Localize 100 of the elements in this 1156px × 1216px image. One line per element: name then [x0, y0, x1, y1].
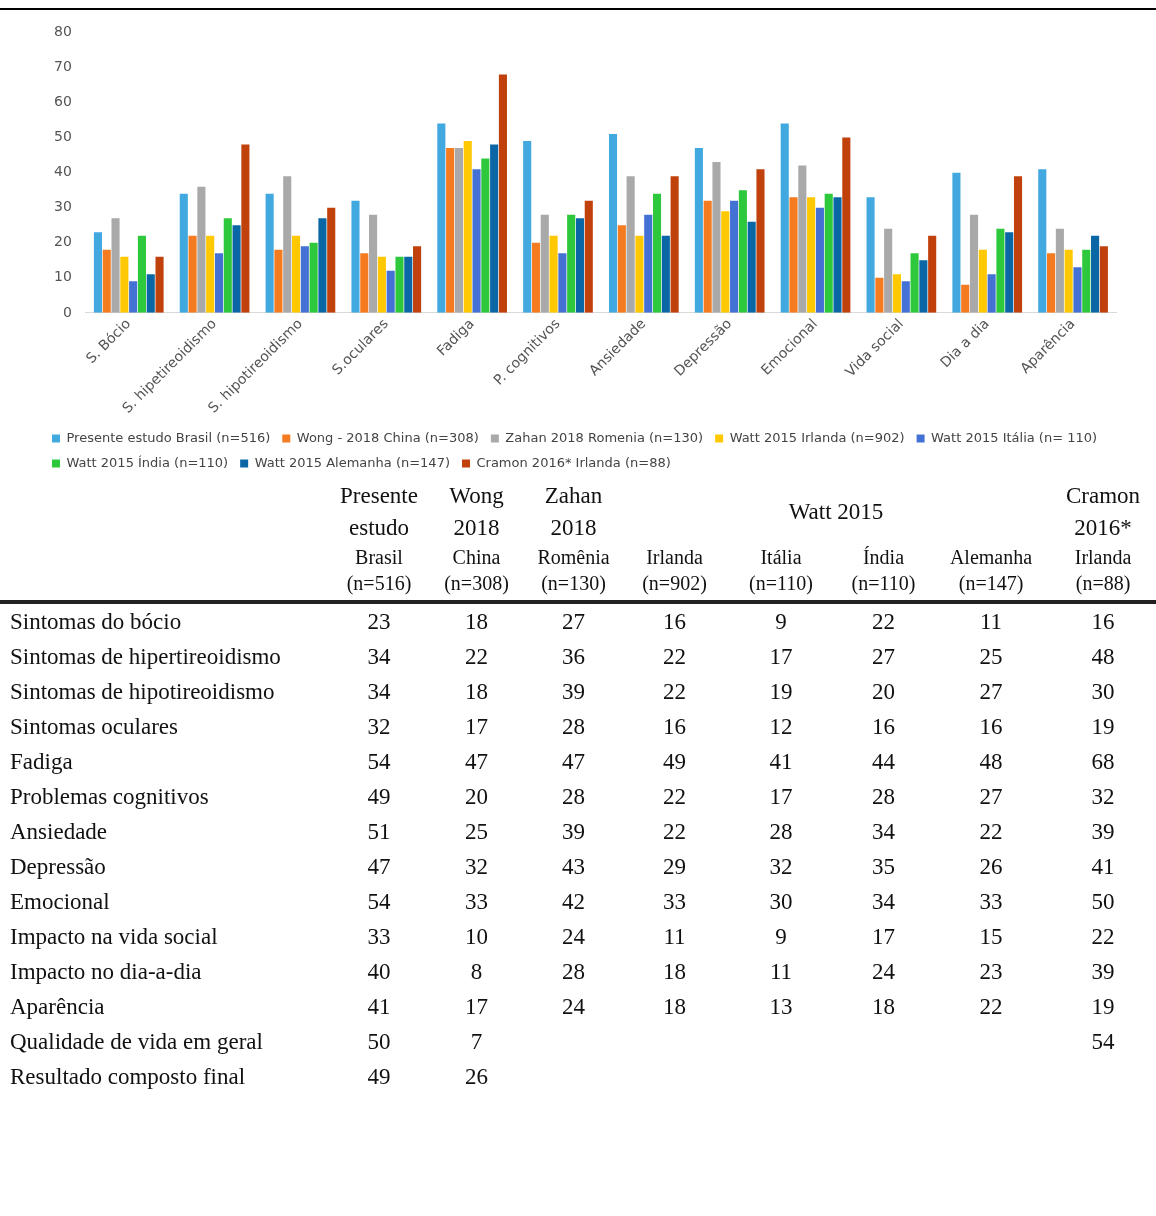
bar: [369, 214, 378, 313]
data-label: 19: [1090, 713, 1116, 741]
y-tick-label: 0: [62, 303, 72, 320]
data-label: 30: [768, 888, 794, 916]
data-label: 22: [662, 678, 687, 706]
data-label: 9: [774, 923, 788, 951]
x-tick-label: Irlanda (n=902): [622, 544, 727, 602]
data-label: 22: [978, 993, 1004, 1021]
y-tick-label: Depressão: [9, 853, 107, 881]
bar: [608, 134, 618, 313]
data-label: 25: [978, 643, 1004, 671]
bar: [661, 235, 670, 313]
bar: [327, 207, 336, 313]
x-tick-label: Dia a dia: [936, 315, 992, 371]
data-label: 48: [978, 748, 1004, 776]
data-label: 28: [561, 713, 586, 741]
bar: [1013, 176, 1023, 313]
data-label: 27: [871, 643, 896, 671]
bar: [93, 232, 102, 313]
data-label: 47: [366, 853, 392, 881]
bar: [446, 148, 455, 313]
data-label: 39: [1090, 958, 1116, 986]
bar: [584, 200, 593, 313]
data-label: 49: [366, 1063, 392, 1091]
data-label: 30: [1090, 678, 1116, 706]
data-label: 18: [464, 678, 489, 706]
bar: [1099, 246, 1108, 313]
bar: [481, 158, 490, 313]
bar: [146, 274, 155, 313]
data-label: 42: [561, 888, 586, 916]
bar: [567, 214, 576, 313]
bar: [531, 242, 541, 313]
bar: [789, 197, 798, 313]
y-tick-label: 20: [53, 233, 72, 250]
data-label: 28: [768, 818, 794, 846]
data-label: 27: [978, 678, 1004, 706]
y-tick-label: Problemas cognitivos: [9, 783, 210, 811]
bar: [780, 123, 789, 313]
bar: [300, 246, 309, 313]
x-tick-label: Alemanha (n=147): [932, 544, 1051, 602]
data-label: 23: [978, 958, 1004, 986]
bar: [712, 162, 721, 313]
x-tick-label: Irlanda (n=88): [1050, 544, 1156, 602]
data-label: 34: [871, 888, 896, 916]
data-label: 22: [978, 818, 1004, 846]
y-tick-label: Sintomas do bócio: [9, 608, 183, 636]
data-label: 32: [366, 713, 392, 741]
data-label: 54: [366, 888, 392, 916]
data-label: 13: [768, 993, 794, 1021]
bar: [626, 176, 635, 313]
bar: [996, 228, 1005, 313]
data-label: 54: [366, 748, 392, 776]
text: Wong 2018: [448, 482, 505, 542]
data-label: 22: [871, 608, 896, 636]
bar: [617, 225, 626, 313]
y-tick-label: Sintomas oculares: [9, 713, 179, 741]
bar: [318, 218, 327, 313]
bar: [575, 218, 585, 313]
text: Presente estudo: [339, 482, 419, 542]
bar: [395, 256, 404, 313]
bar: [377, 256, 386, 313]
data-label: 16: [978, 713, 1004, 741]
data-label: 10: [464, 923, 489, 951]
y-tick-label: 30: [53, 198, 72, 215]
data-label: 50: [366, 1028, 392, 1056]
data-label: 41: [1090, 853, 1116, 881]
y-tick-label: Sintomas de hipertireoidismo: [9, 643, 282, 671]
y-tick-label: 40: [53, 163, 72, 180]
bar: [558, 253, 567, 313]
data-label: 33: [662, 888, 687, 916]
data-label: 16: [1090, 608, 1116, 636]
bar: [1055, 228, 1064, 313]
bar: [1073, 267, 1082, 313]
data-label: 27: [561, 608, 586, 636]
bar: [283, 176, 292, 313]
data-label: 47: [561, 748, 586, 776]
data-label: 8: [469, 958, 484, 986]
bar: [833, 197, 842, 313]
data-label: 28: [561, 958, 586, 986]
bar: [1064, 249, 1073, 313]
bar: [694, 148, 703, 313]
data-label: 24: [561, 923, 586, 951]
x-tick-label: China (n=308): [428, 544, 525, 602]
data-label: 33: [978, 888, 1004, 916]
data-label: 27: [978, 783, 1004, 811]
data-label: 49: [366, 783, 392, 811]
bar: [1047, 253, 1056, 313]
data-label: 28: [871, 783, 896, 811]
data-label: 25: [464, 818, 489, 846]
data-label: 19: [768, 678, 794, 706]
data-label: 35: [871, 853, 896, 881]
bar: [644, 214, 653, 313]
data-label: 39: [561, 678, 586, 706]
bar: [798, 165, 807, 313]
data-label: 17: [768, 783, 794, 811]
bar: [386, 270, 395, 313]
bar: [842, 137, 851, 313]
data-label: 32: [464, 853, 489, 881]
data-label: 18: [662, 958, 687, 986]
data-label: 17: [871, 923, 896, 951]
